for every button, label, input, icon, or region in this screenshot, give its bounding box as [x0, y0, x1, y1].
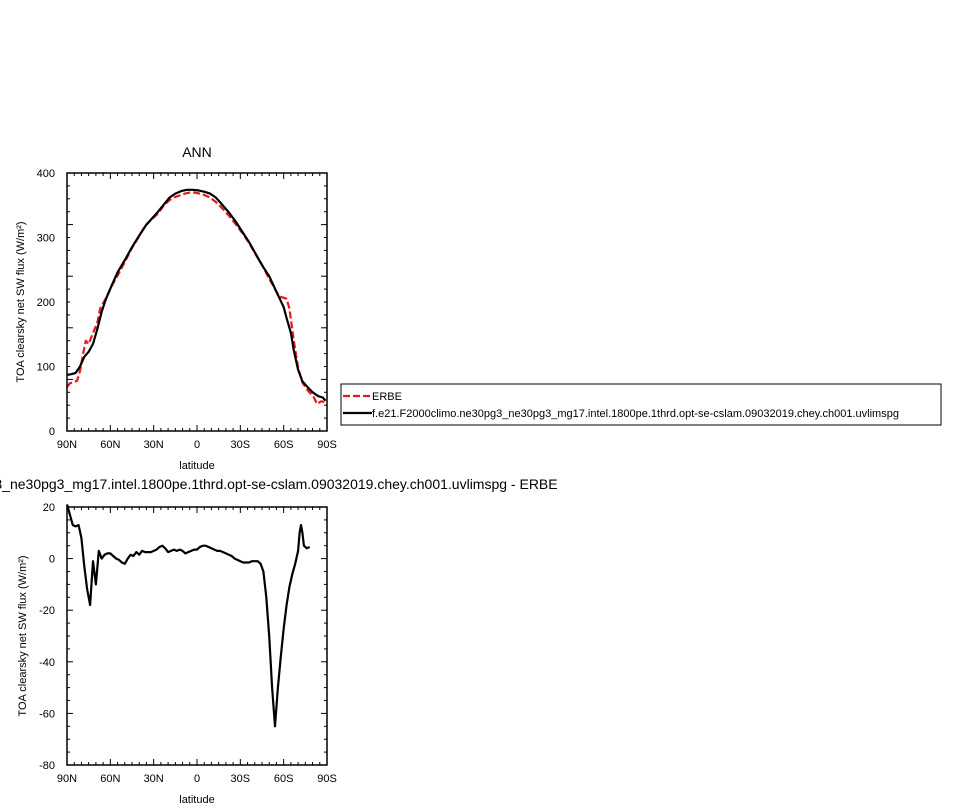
- legend: ERBE f.e21.F2000climo.ne30pg3_ne30pg3_mg1…: [340, 383, 942, 426]
- x-axis-label: latitude: [179, 794, 214, 806]
- legend-box: [340, 383, 942, 426]
- x-tick-label: 60S: [274, 439, 294, 451]
- x-axis-label: latitude: [179, 460, 214, 472]
- series-line-erbe: [66, 191, 325, 405]
- legend-label: f.e21.F2000climo.ne30pg3_ne30pg3_mg17.in…: [372, 408, 899, 420]
- legend-label: ERBE: [372, 391, 402, 403]
- y-tick-label: 300: [37, 233, 55, 245]
- y-tick-label: -60: [39, 708, 55, 720]
- x-tick-label: 0: [194, 773, 200, 785]
- y-tick-label: 0: [49, 554, 55, 566]
- y-tick-label: -40: [39, 657, 55, 669]
- y-tick-label: -80: [39, 760, 55, 772]
- y-tick-label: 0: [49, 426, 55, 438]
- series-line-model: [66, 188, 327, 402]
- top-panel: ANN 90N 60N 30N 0 30S 60S 90S 0 100 200 300 400 latit…: [15, 144, 337, 472]
- x-tick-label: 30S: [231, 773, 251, 785]
- bottom-panel: f.e21.F2000climo.ne30pg3_ne30pg3_mg17.in…: [0, 476, 558, 806]
- x-tick-label: 90N: [57, 773, 77, 785]
- plot-frame: [66, 506, 328, 766]
- y-tick-label: 20: [43, 502, 55, 514]
- y-tick-label: 200: [37, 297, 55, 309]
- y-axis-label: TOA clearsky net SW flux (W/m²): [17, 555, 29, 716]
- y-tick-label: -20: [39, 605, 55, 617]
- x-tick-label: 0: [194, 439, 200, 451]
- x-tick-label: 90S: [317, 773, 337, 785]
- y-tick-label: 400: [37, 168, 55, 180]
- chart-title: f.e21.F2000climo.ne30pg3_ne30pg3_mg17.in…: [0, 476, 558, 492]
- x-tick-label: 30N: [144, 439, 164, 451]
- x-tick-label: 90N: [57, 439, 77, 451]
- x-tick-label: 30N: [144, 773, 164, 785]
- x-tick-label: 60N: [100, 773, 120, 785]
- y-tick-label: 100: [37, 362, 55, 374]
- y-axis-label: TOA clearsky net SW flux (W/m²): [15, 221, 27, 382]
- x-tick-label: 60N: [100, 439, 120, 451]
- x-tick-label: 60S: [274, 773, 294, 785]
- difference-line: [65, 504, 311, 728]
- x-tick-label: 30S: [231, 439, 251, 451]
- chart-title: ANN: [182, 144, 212, 160]
- x-tick-label: 90S: [317, 439, 337, 451]
- plot-frame: [66, 172, 328, 432]
